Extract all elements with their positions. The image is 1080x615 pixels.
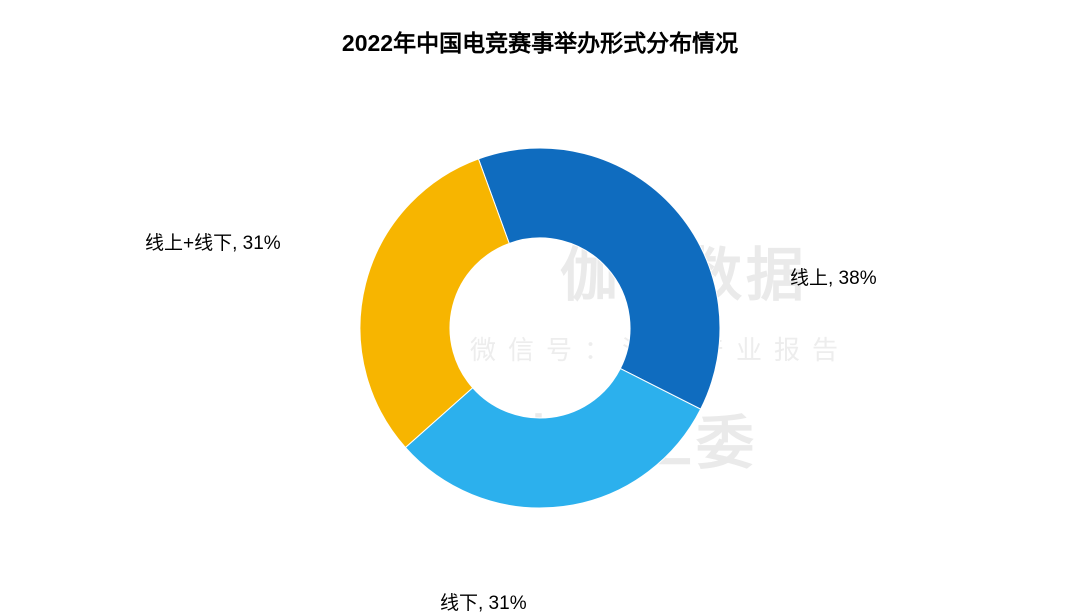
donut-chart: 伽马数据微信号：游戏产业报告电竞工委 线上, 38%线下, 31%线上+线下, … — [0, 58, 1080, 598]
slice-label-0: 线上, 38% — [790, 263, 877, 290]
slice-label-2: 线上+线下, 31% — [145, 228, 281, 255]
chart-title: 2022年中国电竞赛事举办形式分布情况 — [0, 0, 1080, 58]
donut-svg — [358, 146, 722, 510]
donut-slice-0 — [478, 148, 720, 409]
